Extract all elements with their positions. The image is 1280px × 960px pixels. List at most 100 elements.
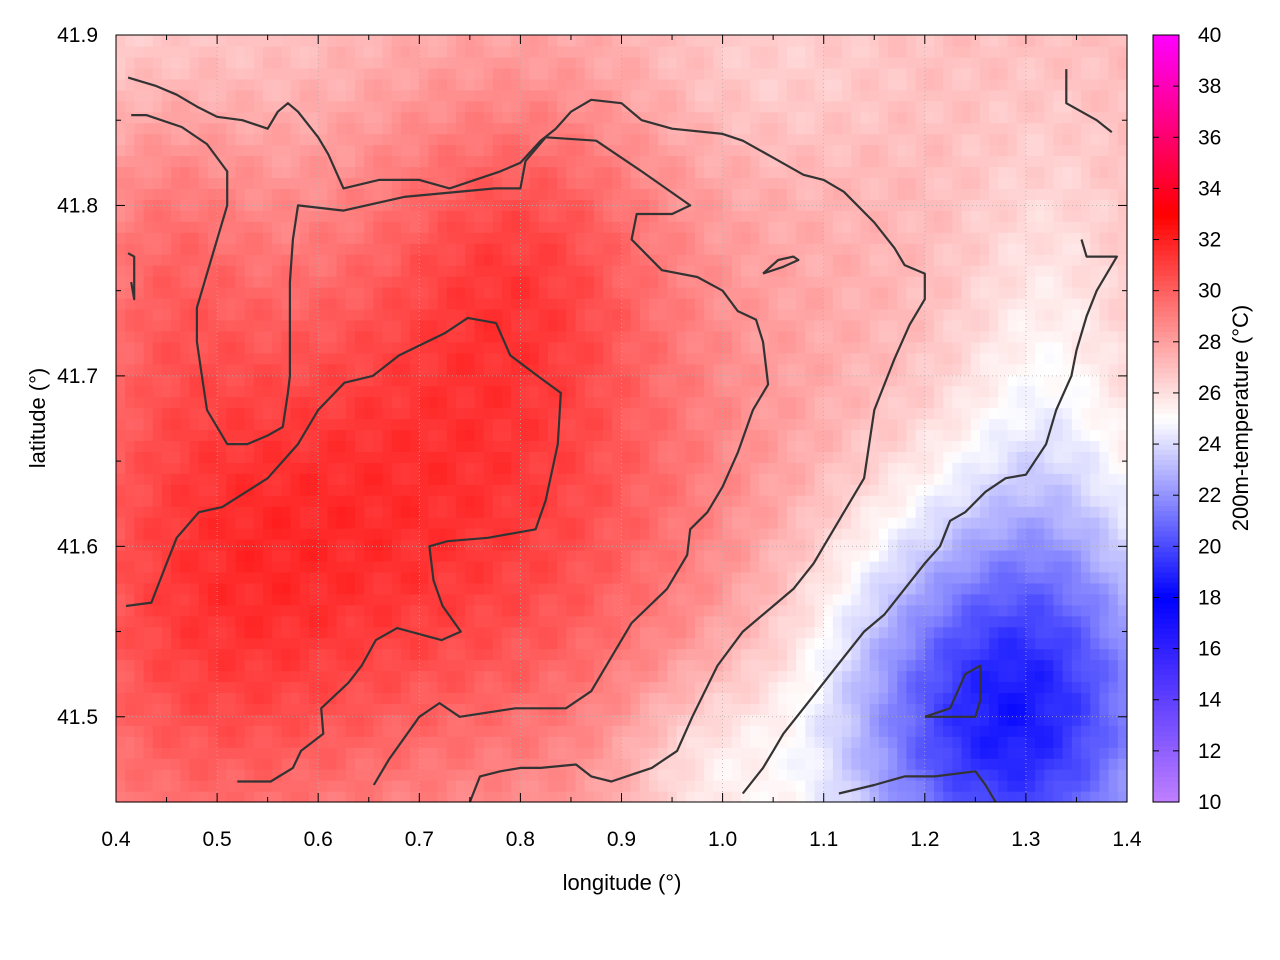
heatmap-cell <box>575 177 586 189</box>
heatmap-cell <box>731 243 742 255</box>
heatmap-cell <box>685 582 696 595</box>
heatmap-cell <box>116 133 126 146</box>
heatmap-cell <box>263 604 273 617</box>
heatmap-cell <box>639 560 650 573</box>
heatmap-cell <box>621 451 632 463</box>
heatmap-cell <box>557 517 567 529</box>
heatmap-cell <box>125 188 135 200</box>
heatmap-cell <box>575 45 586 58</box>
heatmap-cell <box>373 78 384 91</box>
heatmap-cell <box>364 352 374 365</box>
heatmap-cell <box>740 210 751 222</box>
heatmap-cell <box>511 78 521 91</box>
heatmap-cell <box>180 528 191 540</box>
heatmap-cell <box>575 308 586 321</box>
heatmap-cell <box>217 747 227 759</box>
heatmap-cell <box>373 506 384 518</box>
heatmap-cell <box>134 45 145 58</box>
heatmap-cell <box>740 155 751 168</box>
heatmap-cell <box>244 111 255 124</box>
heatmap-cell <box>465 407 476 420</box>
heatmap-cell <box>189 407 200 420</box>
heatmap-cell <box>226 276 237 288</box>
heatmap-cell <box>621 736 632 748</box>
heatmap-cell <box>612 791 623 803</box>
heatmap-cell <box>207 352 218 365</box>
heatmap-cell <box>492 692 503 704</box>
heatmap-cell <box>336 560 347 573</box>
heatmap-cell <box>520 297 531 310</box>
heatmap-cell <box>593 111 604 124</box>
heatmap-cell <box>731 484 742 496</box>
heatmap-cell <box>263 747 273 759</box>
heatmap-cell <box>336 714 347 726</box>
heatmap-cell <box>336 56 347 69</box>
heatmap-cell <box>483 725 494 737</box>
heatmap-cell <box>198 528 209 540</box>
heatmap-cell <box>483 451 494 463</box>
heatmap-cell <box>382 297 393 310</box>
heatmap-cell <box>731 374 742 387</box>
heatmap-cell <box>759 528 770 540</box>
heatmap-cell <box>593 188 604 200</box>
heatmap-cell <box>483 276 494 288</box>
heatmap-cell <box>658 330 669 343</box>
heatmap-cell <box>161 615 172 628</box>
heatmap-cell <box>235 155 246 168</box>
heatmap-cell <box>116 769 126 781</box>
heatmap-cell <box>336 725 347 737</box>
heatmap-cell <box>345 144 356 157</box>
heatmap-cell <box>676 166 687 179</box>
heatmap-cell <box>446 188 457 200</box>
heatmap-cell <box>318 791 328 803</box>
heatmap-cell <box>327 725 338 737</box>
heatmap-cell <box>373 35 384 47</box>
heatmap-cell <box>704 670 715 683</box>
heatmap-cell <box>143 155 154 168</box>
heatmap-cell <box>722 276 733 288</box>
heatmap-cell <box>658 626 669 639</box>
heatmap-cell <box>483 35 494 47</box>
heatmap-cell <box>125 243 135 255</box>
heatmap-cell <box>446 506 457 518</box>
heatmap-cell <box>584 243 595 255</box>
heatmap-cell <box>520 604 531 617</box>
heatmap-cell <box>593 78 604 91</box>
heatmap-cell <box>649 736 659 748</box>
heatmap-cell <box>134 35 145 47</box>
heatmap-cell <box>336 462 347 474</box>
heatmap-cell <box>152 407 163 420</box>
heatmap-cell <box>713 648 724 661</box>
heatmap-cell <box>639 440 650 452</box>
heatmap-cell <box>658 747 669 759</box>
heatmap-cell <box>529 243 540 255</box>
heatmap-cell <box>180 560 191 573</box>
heatmap-cell <box>134 714 145 726</box>
heatmap-cell <box>290 330 301 343</box>
heatmap-cell <box>446 714 457 726</box>
heatmap-cell <box>207 133 218 146</box>
heatmap-cell <box>630 89 641 102</box>
heatmap-cell <box>134 484 145 496</box>
heatmap-cell <box>612 725 623 737</box>
heatmap-cell <box>134 528 145 540</box>
heatmap-cell <box>171 747 181 759</box>
heatmap-cell <box>575 769 586 781</box>
heatmap-cell <box>649 648 659 661</box>
heatmap-cell <box>217 210 227 222</box>
heatmap-cell <box>281 736 292 748</box>
heatmap-cell <box>373 604 384 617</box>
heatmap-cell <box>621 341 632 354</box>
heatmap-cell <box>272 692 283 704</box>
heatmap-cell <box>474 791 485 803</box>
heatmap-cell <box>281 703 292 715</box>
heatmap-cell <box>336 747 347 759</box>
heatmap-cell <box>125 319 135 332</box>
heatmap-cell <box>217 166 227 179</box>
heatmap-cell <box>152 692 163 704</box>
heatmap-cell <box>520 232 531 244</box>
heatmap-cell <box>566 637 577 650</box>
heatmap-cell <box>649 276 659 288</box>
heatmap-cell <box>658 758 669 770</box>
heatmap-cell <box>584 582 595 595</box>
